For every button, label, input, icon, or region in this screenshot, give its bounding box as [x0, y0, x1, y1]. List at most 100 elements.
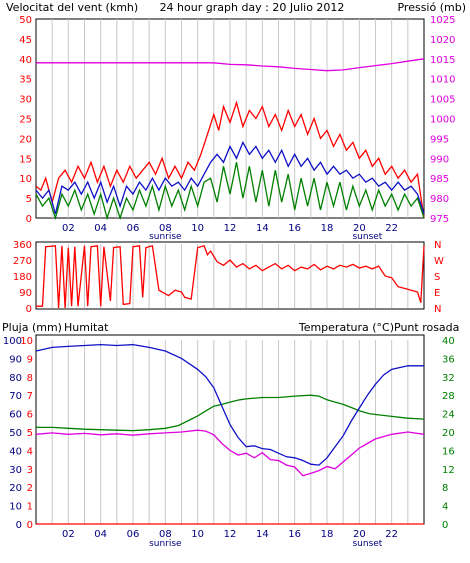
humidity-tick: 80: [9, 373, 22, 384]
rain-tick: 2: [27, 483, 33, 494]
temperature-axis-label: Temperatura (°C): [298, 321, 394, 334]
temperature-tick: 32: [442, 373, 455, 384]
hour-tick: 18: [321, 223, 334, 234]
humidity-tick: 0: [16, 520, 22, 531]
pressure-tick: 985: [430, 174, 449, 185]
wind-speed-line: [35, 162, 425, 221]
wind-speed-tick: 25: [19, 115, 32, 126]
rain-tick: 0: [27, 520, 33, 531]
hour-tick: 08: [159, 529, 172, 540]
rain-tick: 9: [27, 354, 33, 365]
pressure-tick: 990: [430, 154, 449, 165]
pressure-tick: 1020: [430, 35, 455, 46]
compass-tick: W: [434, 256, 444, 267]
pressure-tick: 1005: [430, 95, 455, 106]
temperature-tick: 4: [442, 502, 448, 513]
pressure-tick: 995: [430, 134, 449, 145]
wind-speed-tick: 5: [26, 194, 32, 205]
sunrise-marker: sunrise: [149, 232, 182, 242]
pressure-axis-label: Pressió (mb): [397, 1, 466, 14]
pressure-line: [36, 58, 425, 72]
rain-tick: 4: [27, 446, 33, 457]
compass-tick: S: [434, 272, 440, 283]
rain-tick: 3: [27, 465, 33, 476]
wind-average-line: [35, 140, 425, 215]
wind-direction-line: [36, 244, 425, 309]
wind-speed-tick: 40: [19, 55, 32, 66]
humidity-tick: 20: [9, 483, 22, 494]
humidity-tick: 70: [9, 391, 22, 402]
hour-tick: 16: [288, 223, 301, 234]
temperature-line: [36, 394, 425, 432]
humidity-tick: 30: [9, 465, 22, 476]
wind-speed-tick: 20: [19, 134, 32, 145]
hour-tick: 08: [159, 223, 172, 234]
pressure-tick: 1000: [430, 115, 455, 126]
humidity-tick: 50: [9, 428, 22, 439]
humidity-tick: 100: [3, 336, 22, 347]
wind-speed-tick: 10: [19, 174, 32, 185]
wind-speed-tick: 45: [19, 35, 32, 46]
chart-marks: 0510152025303540455097598098599099510001…: [3, 15, 456, 549]
humidity-tick: 40: [9, 446, 22, 457]
compass-tick: N: [434, 304, 441, 315]
temperature-tick: 20: [442, 428, 455, 439]
hour-tick: 06: [127, 223, 140, 234]
direction-tick: 180: [13, 272, 32, 283]
hour-tick: 02: [62, 529, 75, 540]
hour-tick: 06: [127, 529, 140, 540]
humidity-axis-label: Humitat: [64, 321, 109, 334]
hour-tick: 02: [62, 223, 75, 234]
hour-tick: 14: [256, 529, 269, 540]
humidity-tick: 10: [9, 502, 22, 513]
pressure-tick: 980: [430, 194, 449, 205]
wind-speed-tick: 50: [19, 15, 32, 26]
spacer: [425, 223, 427, 234]
temperature-tick: 0: [442, 520, 448, 531]
rain-tick: 6: [27, 410, 33, 421]
wind-speed-tick: 15: [19, 154, 32, 165]
sunset-marker: sunset: [352, 539, 382, 549]
temperature-tick: 16: [442, 446, 455, 457]
rain-tick: 10: [20, 336, 33, 347]
direction-tick: 90: [19, 288, 32, 299]
hour-tick: 10: [191, 223, 204, 234]
pressure-tick: 1010: [430, 75, 455, 86]
temperature-tick: 8: [442, 483, 448, 494]
temperature-tick: 12: [442, 465, 455, 476]
dew-point-axis-label: Punt rosada: [394, 321, 459, 334]
rain-axis-label: Pluja (mm): [2, 321, 62, 334]
hour-tick: 04: [94, 529, 107, 540]
wind-speed-tick: 0: [26, 214, 32, 225]
hour-tick: 18: [321, 529, 334, 540]
direction-tick: 270: [13, 256, 32, 267]
hour-tick: 16: [288, 529, 301, 540]
compass-tick: E: [434, 288, 440, 299]
hour-tick: 22: [385, 223, 398, 234]
pressure-tick: 1025: [430, 15, 455, 26]
humidity-tick: 60: [9, 410, 22, 421]
rain-tick: 7: [27, 391, 33, 402]
humidity-tick: 90: [9, 354, 22, 365]
hour-tick: 12: [224, 529, 237, 540]
hour-tick: 14: [256, 223, 269, 234]
dew-point-line: [35, 429, 425, 477]
rain-tick: 8: [27, 373, 33, 384]
compass-tick: N: [434, 240, 441, 251]
wind-direction-panel: [35, 241, 425, 310]
direction-tick: 0: [26, 304, 32, 315]
pressure-tick: 975: [430, 214, 449, 225]
temperature-tick: 28: [442, 391, 455, 402]
hour-tick: 04: [94, 223, 107, 234]
chart-title: 24 hour graph day : 20 Julio 2012: [160, 1, 345, 14]
sunrise-marker: sunrise: [149, 539, 182, 549]
hour-tick: 10: [191, 529, 204, 540]
hour-tick: 22: [385, 529, 398, 540]
temperature-tick: 40: [442, 336, 455, 347]
hour-tick: 20: [353, 529, 366, 540]
hour-tick: 12: [224, 223, 237, 234]
sunset-marker: sunset: [352, 232, 382, 242]
humidity-line: [35, 343, 424, 466]
